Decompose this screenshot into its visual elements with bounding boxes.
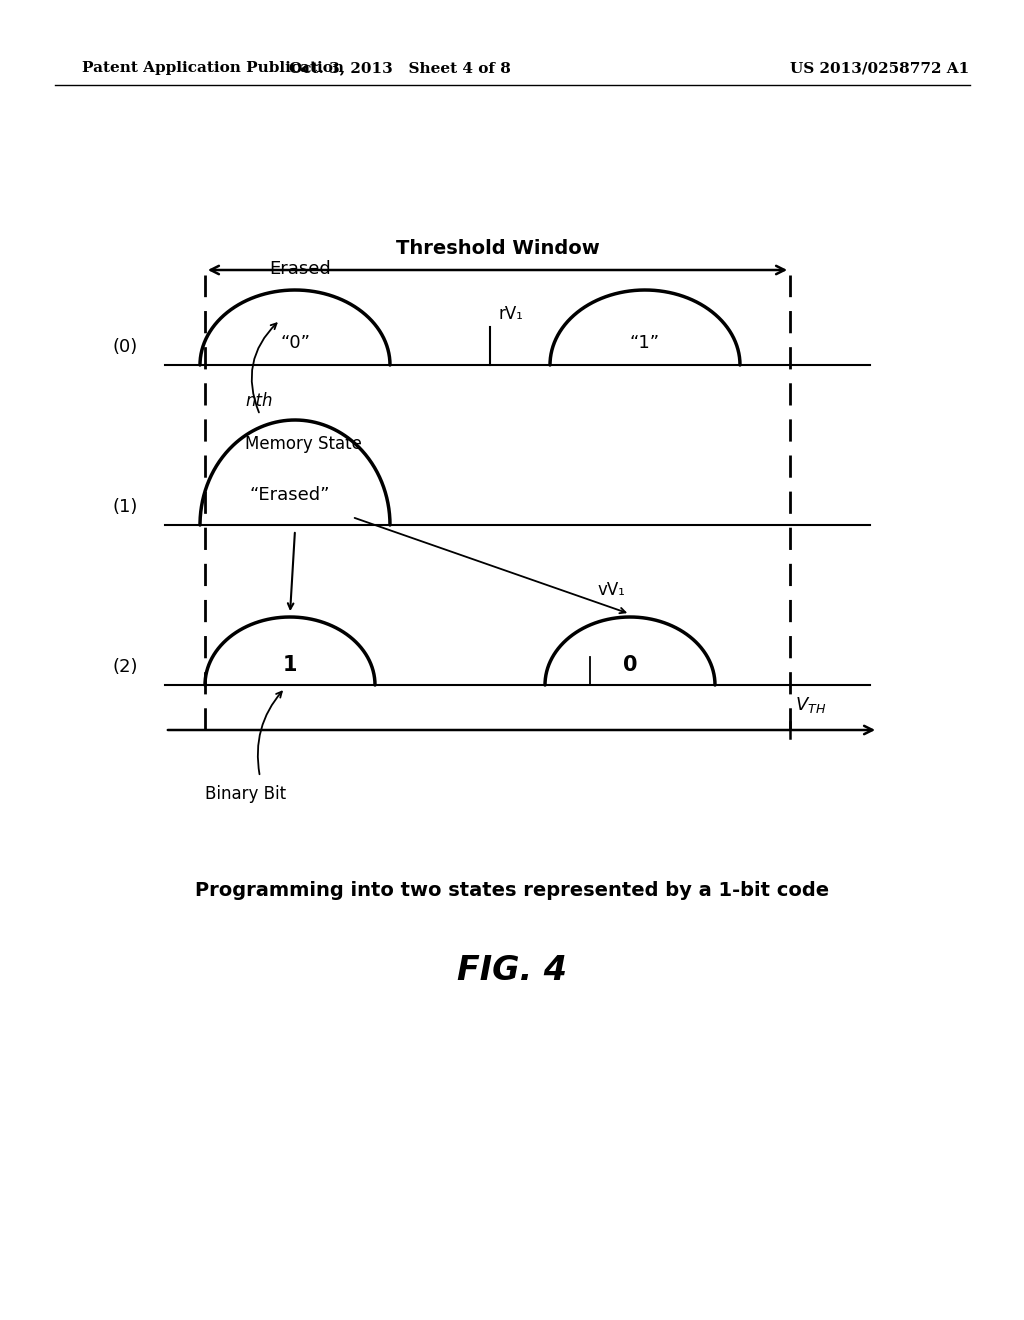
Text: FIG. 4: FIG. 4 [457, 953, 567, 986]
Text: (2): (2) [113, 657, 138, 676]
Text: 1: 1 [283, 655, 297, 675]
Text: US 2013/0258772 A1: US 2013/0258772 A1 [791, 61, 970, 75]
Text: $V_{TH}$: $V_{TH}$ [795, 696, 826, 715]
Text: Patent Application Publication: Patent Application Publication [82, 61, 344, 75]
Text: Programming into two states represented by a 1-bit code: Programming into two states represented … [195, 880, 829, 899]
Text: Memory State: Memory State [245, 436, 361, 453]
Text: “Erased”: “Erased” [250, 486, 331, 504]
Text: 0: 0 [623, 655, 637, 675]
Text: vV₁: vV₁ [598, 581, 626, 599]
Text: nth: nth [245, 392, 272, 411]
Text: (0): (0) [113, 338, 137, 356]
Text: Threshold Window: Threshold Window [395, 239, 599, 257]
Text: Erased: Erased [269, 260, 331, 279]
Text: Binary Bit: Binary Bit [205, 785, 286, 803]
Text: “0”: “0” [280, 334, 310, 352]
Text: “1”: “1” [630, 334, 660, 352]
Text: (1): (1) [113, 498, 137, 516]
Text: rV₁: rV₁ [498, 305, 523, 323]
Text: Oct. 3, 2013   Sheet 4 of 8: Oct. 3, 2013 Sheet 4 of 8 [289, 61, 511, 75]
